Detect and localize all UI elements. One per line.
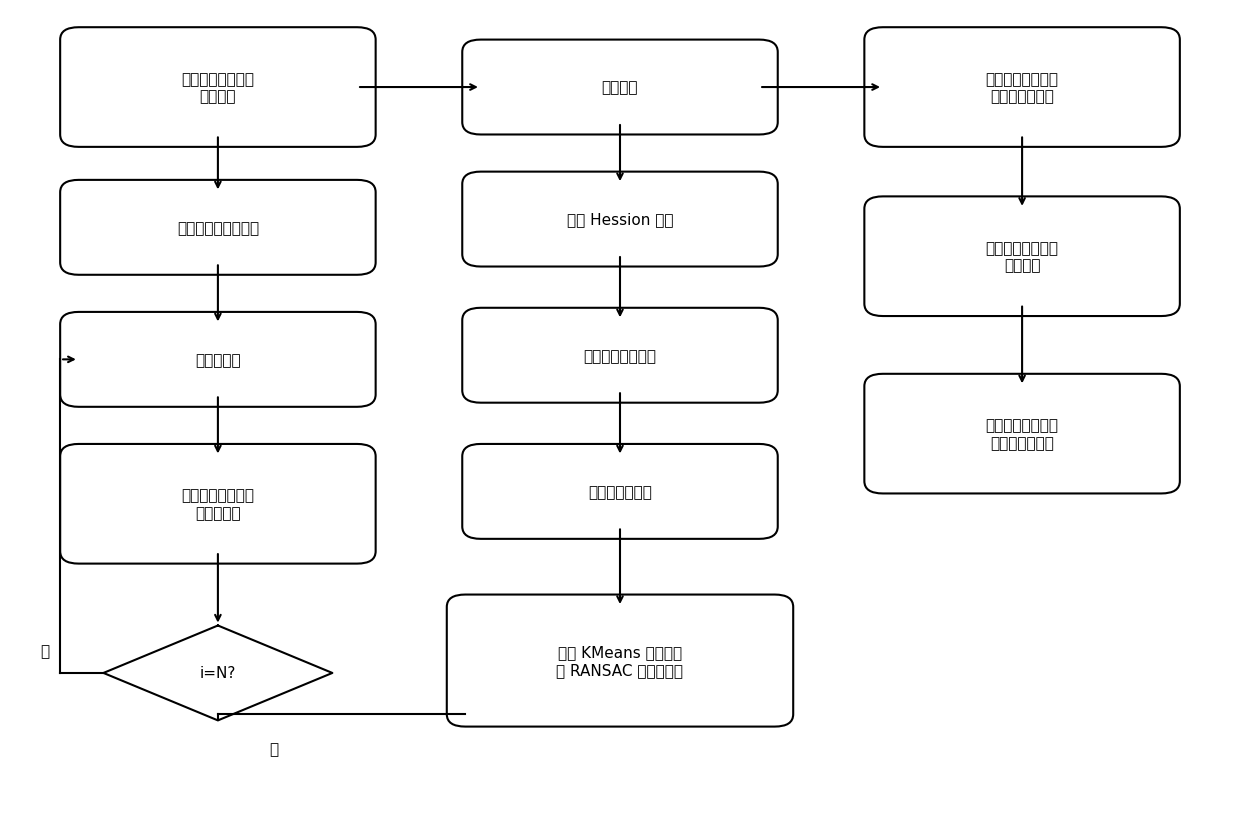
- Text: 与基准图像的匹配
点坐标误差均值: 与基准图像的匹配 点坐标误差均值: [986, 72, 1059, 104]
- Text: 是: 是: [269, 741, 278, 756]
- Text: 设定机械臂控制参数: 设定机械臂控制参数: [177, 221, 259, 236]
- Text: 快速 Hession 检测: 快速 Hession 检测: [567, 213, 673, 227]
- Text: 与基准图像的尺度
和角度差: 与基准图像的尺度 和角度差: [986, 241, 1059, 273]
- Polygon shape: [103, 626, 332, 720]
- FancyBboxPatch shape: [446, 595, 794, 727]
- FancyBboxPatch shape: [463, 172, 777, 267]
- Text: 特征点的粗匹配: 特征点的粗匹配: [588, 485, 652, 500]
- FancyBboxPatch shape: [61, 180, 376, 275]
- FancyBboxPatch shape: [864, 375, 1179, 494]
- Text: 输出定位点云并计
算重复定位精度: 输出定位点云并计 算重复定位精度: [986, 418, 1059, 450]
- Text: 启动工业机器人和
测量系统: 启动工业机器人和 测量系统: [181, 72, 254, 104]
- FancyBboxPatch shape: [864, 28, 1179, 148]
- FancyBboxPatch shape: [61, 28, 376, 148]
- FancyBboxPatch shape: [61, 444, 376, 564]
- Text: 触发图像传感器获
取图像信号: 触发图像传感器获 取图像信号: [181, 488, 254, 520]
- FancyBboxPatch shape: [463, 444, 777, 539]
- Text: 图像增强: 图像增强: [601, 80, 639, 95]
- FancyBboxPatch shape: [61, 313, 376, 408]
- Text: 构造特征描述算子: 构造特征描述算子: [584, 348, 656, 363]
- FancyBboxPatch shape: [864, 197, 1179, 317]
- FancyBboxPatch shape: [463, 41, 777, 136]
- FancyBboxPatch shape: [463, 308, 777, 404]
- Text: 启动机械臂: 启动机械臂: [195, 352, 241, 367]
- Text: 基于 KMeans 聚类过滤
的 RANSAC 精匹配修正: 基于 KMeans 聚类过滤 的 RANSAC 精匹配修正: [557, 644, 683, 677]
- Text: 否: 否: [41, 643, 50, 658]
- Text: i=N?: i=N?: [200, 666, 236, 681]
